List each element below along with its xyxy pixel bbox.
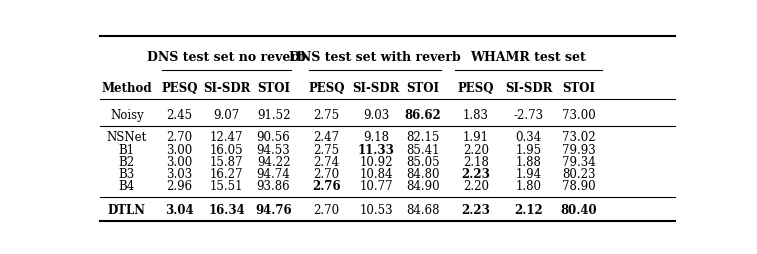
Text: 80.23: 80.23 — [562, 168, 596, 181]
Text: SI-SDR: SI-SDR — [203, 82, 251, 94]
Text: 2.20: 2.20 — [463, 180, 489, 193]
Text: 94.22: 94.22 — [257, 156, 291, 169]
Text: 16.05: 16.05 — [210, 144, 244, 157]
Text: DNS test set with reverb: DNS test set with reverb — [289, 51, 461, 64]
Text: NSNet: NSNet — [107, 131, 147, 144]
Text: STOI: STOI — [257, 82, 290, 94]
Text: 91.52: 91.52 — [257, 109, 291, 122]
Text: STOI: STOI — [562, 82, 595, 94]
Text: DNS test set no reverb: DNS test set no reverb — [148, 51, 306, 64]
Text: 9.03: 9.03 — [363, 109, 389, 122]
Text: 16.27: 16.27 — [210, 168, 244, 181]
Text: B1: B1 — [119, 144, 135, 157]
Text: 2.23: 2.23 — [462, 204, 491, 217]
Text: SI-SDR: SI-SDR — [353, 82, 400, 94]
Text: 73.02: 73.02 — [562, 131, 596, 144]
Text: -2.73: -2.73 — [514, 109, 544, 122]
Text: 1.83: 1.83 — [463, 109, 489, 122]
Text: SI-SDR: SI-SDR — [505, 82, 553, 94]
Text: 2.76: 2.76 — [312, 180, 341, 193]
Text: 1.80: 1.80 — [516, 180, 542, 193]
Text: 94.74: 94.74 — [257, 168, 291, 181]
Text: 78.90: 78.90 — [562, 180, 596, 193]
Text: B4: B4 — [119, 180, 135, 193]
Text: DTLN: DTLN — [108, 204, 146, 217]
Text: 9.07: 9.07 — [213, 109, 240, 122]
Text: 16.34: 16.34 — [208, 204, 245, 217]
Text: 84.80: 84.80 — [407, 168, 440, 181]
Text: 10.84: 10.84 — [360, 168, 393, 181]
Text: B2: B2 — [119, 156, 135, 169]
Text: 9.18: 9.18 — [363, 131, 389, 144]
Text: 82.15: 82.15 — [407, 131, 440, 144]
Text: 79.93: 79.93 — [562, 144, 596, 157]
Text: 2.70: 2.70 — [313, 204, 339, 217]
Text: 2.45: 2.45 — [167, 109, 193, 122]
Text: 0.34: 0.34 — [516, 131, 542, 144]
Text: 2.18: 2.18 — [463, 156, 489, 169]
Text: PESQ: PESQ — [161, 82, 198, 94]
Text: 2.96: 2.96 — [167, 180, 193, 193]
Text: 1.94: 1.94 — [516, 168, 542, 181]
Text: 1.95: 1.95 — [516, 144, 542, 157]
Text: STOI: STOI — [407, 82, 440, 94]
Text: 2.23: 2.23 — [462, 168, 491, 181]
Text: 10.77: 10.77 — [360, 180, 393, 193]
Text: 2.70: 2.70 — [313, 168, 339, 181]
Text: 10.53: 10.53 — [360, 204, 393, 217]
Text: 3.00: 3.00 — [167, 144, 193, 157]
Text: 2.74: 2.74 — [313, 156, 339, 169]
Text: 1.91: 1.91 — [463, 131, 489, 144]
Text: 2.12: 2.12 — [515, 204, 543, 217]
Text: 2.75: 2.75 — [313, 144, 339, 157]
Text: 84.68: 84.68 — [407, 204, 440, 217]
Text: 94.53: 94.53 — [257, 144, 291, 157]
Text: 93.86: 93.86 — [257, 180, 291, 193]
Text: 2.75: 2.75 — [313, 109, 339, 122]
Text: 2.70: 2.70 — [167, 131, 193, 144]
Text: 11.33: 11.33 — [358, 144, 394, 157]
Text: 86.62: 86.62 — [405, 109, 441, 122]
Text: 85.41: 85.41 — [407, 144, 440, 157]
Text: 15.87: 15.87 — [210, 156, 244, 169]
Text: B3: B3 — [119, 168, 135, 181]
Text: 94.76: 94.76 — [255, 204, 292, 217]
Text: WHAMR test set: WHAMR test set — [469, 51, 585, 64]
Text: Noisy: Noisy — [110, 109, 144, 122]
Text: 80.40: 80.40 — [560, 204, 597, 217]
Text: PESQ: PESQ — [458, 82, 494, 94]
Text: 1.88: 1.88 — [516, 156, 542, 169]
Text: Method: Method — [101, 82, 152, 94]
Text: 3.00: 3.00 — [167, 156, 193, 169]
Text: 85.05: 85.05 — [407, 156, 440, 169]
Text: 84.90: 84.90 — [407, 180, 440, 193]
Text: 2.47: 2.47 — [313, 131, 339, 144]
Text: 10.92: 10.92 — [360, 156, 393, 169]
Text: 73.00: 73.00 — [562, 109, 596, 122]
Text: 3.04: 3.04 — [165, 204, 194, 217]
Text: 15.51: 15.51 — [210, 180, 244, 193]
Text: 3.03: 3.03 — [167, 168, 193, 181]
Text: 2.20: 2.20 — [463, 144, 489, 157]
Text: 79.34: 79.34 — [562, 156, 596, 169]
Text: 12.47: 12.47 — [210, 131, 244, 144]
Text: 90.56: 90.56 — [257, 131, 291, 144]
Text: PESQ: PESQ — [308, 82, 344, 94]
